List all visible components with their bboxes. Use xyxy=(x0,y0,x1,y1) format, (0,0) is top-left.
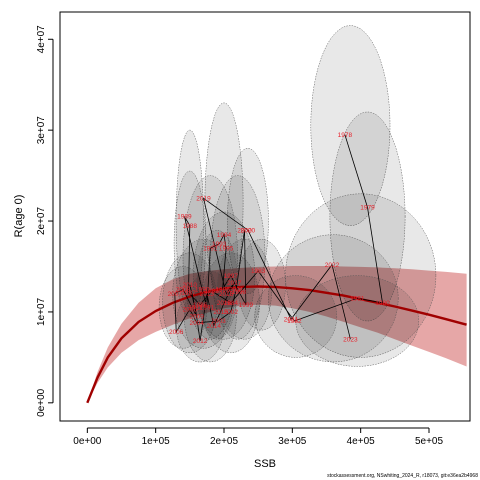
trajectory-layer xyxy=(174,134,383,342)
year-label: 2017 xyxy=(227,280,242,287)
year-label: 1980 xyxy=(375,300,390,307)
x-tick-label: 2e+05 xyxy=(210,436,239,447)
year-label: 1978 xyxy=(338,132,353,139)
year-label: 2006 xyxy=(169,329,184,336)
sr-curve xyxy=(86,285,467,404)
year-labels-layer: 1978 1979 1980 1981 1982 1983 1984 1985 1986 1987… xyxy=(168,132,391,345)
y-tick-label: 3e+07 xyxy=(36,116,47,145)
year-label: 2015 xyxy=(213,309,228,316)
year-label: 2004 xyxy=(189,320,204,327)
year-label: 1994 xyxy=(217,232,232,239)
year-label: 2020 xyxy=(241,227,256,234)
year-label: 2010 xyxy=(183,282,198,289)
uncertainty-ellipse xyxy=(310,25,391,226)
x-tick-label: 5e+05 xyxy=(415,436,444,447)
year-label: 2014 xyxy=(207,323,222,330)
year-label: 1991 xyxy=(200,305,215,312)
year-label: 1986 xyxy=(193,302,208,309)
year-label: 2000 xyxy=(237,227,252,234)
uncertainty-ellipse xyxy=(285,193,437,358)
year-label: 1987 xyxy=(181,290,196,297)
uncertainty-ellipse xyxy=(227,148,269,294)
year-label: 1989 xyxy=(177,214,192,221)
uncertainty-ellipses-layer xyxy=(158,25,437,367)
year-label: 1999 xyxy=(239,302,254,309)
year-label: 2018 xyxy=(219,291,234,298)
sr-curve-layer xyxy=(86,285,467,404)
y-tick-label: 0e+00 xyxy=(36,388,47,417)
y-tick-label: 4e+07 xyxy=(36,25,47,54)
year-label: 1983 xyxy=(251,268,266,275)
year-label: 1982 xyxy=(287,318,302,325)
year-label: 1996 xyxy=(215,286,230,293)
year-label: 2001 xyxy=(229,286,244,293)
year-label: 1981 xyxy=(350,296,365,303)
year-label: 1979 xyxy=(360,205,375,212)
y-axis-title: R(age 0) xyxy=(13,195,25,238)
year-label: 2021 xyxy=(284,316,299,323)
year-label: 2016 xyxy=(217,300,232,307)
year-label: 2013 xyxy=(200,291,215,298)
year-label: 1985 xyxy=(204,288,219,295)
year-label: 2023 xyxy=(343,336,358,343)
year-label: 2019 xyxy=(196,196,211,203)
x-axis-title: SSB xyxy=(254,458,276,470)
x-tick-label: 1e+05 xyxy=(142,436,171,447)
year-label: 2002 xyxy=(224,309,239,316)
year-label: 2003 xyxy=(211,318,226,325)
uncertainty-ellipse xyxy=(254,275,338,358)
year-label: 1984 xyxy=(224,300,239,307)
plot-frame xyxy=(59,11,471,422)
year-label: 1997 xyxy=(224,273,239,280)
x-axis: 0e+00 1e+05 2e+05 3e+05 4e+05 5e+05 xyxy=(73,427,444,447)
year-label: 1988 xyxy=(183,223,198,230)
year-label: 2012 xyxy=(193,338,208,345)
year-label: 2009 xyxy=(189,314,204,321)
year-label: 2005 xyxy=(183,306,198,313)
uncertainty-ellipse xyxy=(196,229,238,340)
x-tick-label: 3e+05 xyxy=(278,436,307,447)
uncertainty-ellipse xyxy=(329,111,406,322)
year-label: 1995 xyxy=(219,246,234,253)
y-tick-label: 2e+07 xyxy=(36,207,47,236)
uncertainty-ellipse xyxy=(268,234,399,363)
footer-credit: stockassessment.org, NSwhiting_2024_R, r… xyxy=(327,473,478,479)
year-label: 2011 xyxy=(188,305,202,312)
year-label: 1990 xyxy=(195,286,210,293)
x-tick-label: 4e+05 xyxy=(347,436,376,447)
uncertainty-ellipse xyxy=(295,275,420,367)
y-axis: 0e+00 1e+07 2e+07 3e+07 4e+07 xyxy=(36,25,54,417)
year-label: 1992 xyxy=(203,246,218,253)
year-label: 2008 xyxy=(176,286,191,293)
year-label: 2022 xyxy=(325,262,340,269)
year-label: 1998 xyxy=(232,289,247,296)
year-label: 2007 xyxy=(168,291,183,298)
sr-trajectory-line xyxy=(174,134,383,342)
y-tick-label: 1e+07 xyxy=(36,297,47,326)
year-label: 1993 xyxy=(212,241,227,248)
x-tick-label: 0e+00 xyxy=(73,436,102,447)
